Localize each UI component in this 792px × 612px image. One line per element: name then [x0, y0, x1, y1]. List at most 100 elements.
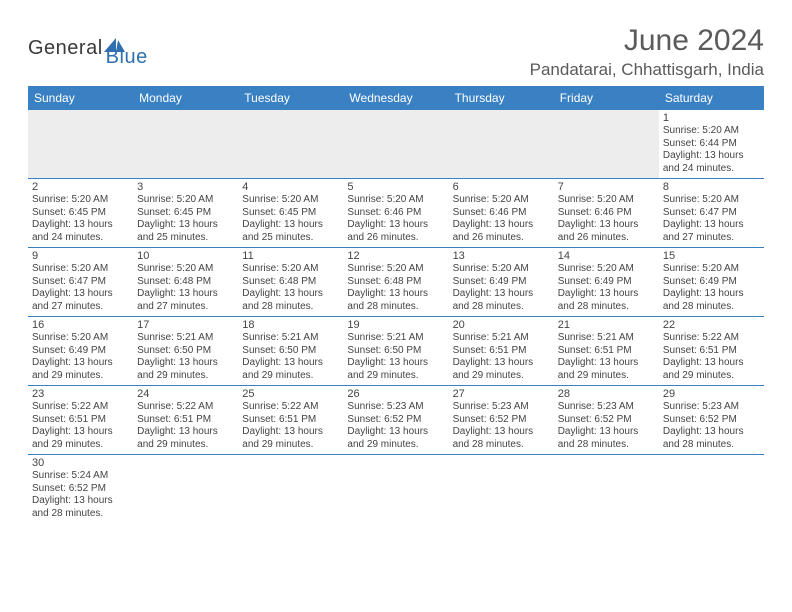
calendar: Sunday Monday Tuesday Wednesday Thursday…: [28, 86, 764, 523]
calendar-day: 18Sunrise: 5:21 AMSunset: 6:50 PMDayligh…: [238, 317, 343, 385]
daylight-text: and 27 minutes.: [137, 301, 234, 314]
sunset-text: Sunset: 6:51 PM: [32, 414, 129, 427]
calendar-day: 28Sunrise: 5:23 AMSunset: 6:52 PMDayligh…: [554, 386, 659, 454]
daylight-text: and 26 minutes.: [558, 232, 655, 245]
daylight-text: Daylight: 13 hours: [137, 426, 234, 439]
day-number: 14: [558, 250, 655, 262]
sunset-text: Sunset: 6:48 PM: [347, 276, 444, 289]
calendar-week: 16Sunrise: 5:20 AMSunset: 6:49 PMDayligh…: [28, 317, 764, 386]
daylight-text: Daylight: 13 hours: [32, 495, 129, 508]
calendar-day-empty: [238, 455, 343, 523]
sunrise-text: Sunrise: 5:20 AM: [663, 194, 760, 207]
calendar-day: 30Sunrise: 5:24 AMSunset: 6:52 PMDayligh…: [28, 455, 133, 523]
calendar-week: 23Sunrise: 5:22 AMSunset: 6:51 PMDayligh…: [28, 386, 764, 455]
daylight-text: and 25 minutes.: [242, 232, 339, 245]
day-number: 8: [663, 181, 760, 193]
day-number: 20: [453, 319, 550, 331]
sunrise-text: Sunrise: 5:21 AM: [137, 332, 234, 345]
sunset-text: Sunset: 6:52 PM: [32, 483, 129, 496]
calendar-day-empty: [28, 110, 133, 178]
sunset-text: Sunset: 6:52 PM: [347, 414, 444, 427]
calendar-day: 24Sunrise: 5:22 AMSunset: 6:51 PMDayligh…: [133, 386, 238, 454]
daylight-text: and 27 minutes.: [32, 301, 129, 314]
sunrise-text: Sunrise: 5:20 AM: [347, 263, 444, 276]
calendar-day-empty: [554, 110, 659, 178]
day-number: 9: [32, 250, 129, 262]
calendar-day: 25Sunrise: 5:22 AMSunset: 6:51 PMDayligh…: [238, 386, 343, 454]
calendar-week: 1Sunrise: 5:20 AMSunset: 6:44 PMDaylight…: [28, 110, 764, 179]
sunrise-text: Sunrise: 5:23 AM: [558, 401, 655, 414]
sunset-text: Sunset: 6:51 PM: [453, 345, 550, 358]
sunrise-text: Sunrise: 5:20 AM: [347, 194, 444, 207]
calendar-day: 7Sunrise: 5:20 AMSunset: 6:46 PMDaylight…: [554, 179, 659, 247]
sunset-text: Sunset: 6:51 PM: [242, 414, 339, 427]
daylight-text: Daylight: 13 hours: [558, 219, 655, 232]
calendar-day: 27Sunrise: 5:23 AMSunset: 6:52 PMDayligh…: [449, 386, 554, 454]
day-number: 21: [558, 319, 655, 331]
sunrise-text: Sunrise: 5:20 AM: [32, 263, 129, 276]
sunset-text: Sunset: 6:44 PM: [663, 138, 760, 151]
day-number: 25: [242, 388, 339, 400]
sunset-text: Sunset: 6:46 PM: [453, 207, 550, 220]
sunrise-text: Sunrise: 5:20 AM: [32, 194, 129, 207]
header: General Blue June 2024 Pandatarai, Chhat…: [28, 24, 764, 80]
calendar-day: 13Sunrise: 5:20 AMSunset: 6:49 PMDayligh…: [449, 248, 554, 316]
sunrise-text: Sunrise: 5:21 AM: [242, 332, 339, 345]
day-number: 26: [347, 388, 444, 400]
day-number: 27: [453, 388, 550, 400]
daylight-text: Daylight: 13 hours: [347, 357, 444, 370]
calendar-day-empty: [449, 455, 554, 523]
sunset-text: Sunset: 6:48 PM: [242, 276, 339, 289]
calendar-day: 29Sunrise: 5:23 AMSunset: 6:52 PMDayligh…: [659, 386, 764, 454]
day-number: 30: [32, 457, 129, 469]
calendar-day-empty: [133, 110, 238, 178]
daylight-text: and 28 minutes.: [558, 439, 655, 452]
day-header-row: Sunday Monday Tuesday Wednesday Thursday…: [28, 86, 764, 110]
daylight-text: Daylight: 13 hours: [663, 426, 760, 439]
sunrise-text: Sunrise: 5:20 AM: [453, 194, 550, 207]
daylight-text: Daylight: 13 hours: [32, 357, 129, 370]
sunset-text: Sunset: 6:51 PM: [663, 345, 760, 358]
daylight-text: and 28 minutes.: [347, 301, 444, 314]
daylight-text: Daylight: 13 hours: [32, 426, 129, 439]
calendar-day: 9Sunrise: 5:20 AMSunset: 6:47 PMDaylight…: [28, 248, 133, 316]
calendar-day: 21Sunrise: 5:21 AMSunset: 6:51 PMDayligh…: [554, 317, 659, 385]
sunrise-text: Sunrise: 5:20 AM: [558, 194, 655, 207]
calendar-day-empty: [133, 455, 238, 523]
sunset-text: Sunset: 6:52 PM: [663, 414, 760, 427]
daylight-text: Daylight: 13 hours: [453, 288, 550, 301]
sunset-text: Sunset: 6:49 PM: [663, 276, 760, 289]
day-number: 13: [453, 250, 550, 262]
calendar-day-empty: [659, 455, 764, 523]
daylight-text: and 29 minutes.: [242, 439, 339, 452]
calendar-day: 26Sunrise: 5:23 AMSunset: 6:52 PMDayligh…: [343, 386, 448, 454]
daylight-text: Daylight: 13 hours: [32, 219, 129, 232]
daylight-text: Daylight: 13 hours: [242, 357, 339, 370]
sunset-text: Sunset: 6:45 PM: [137, 207, 234, 220]
sunset-text: Sunset: 6:46 PM: [558, 207, 655, 220]
day-number: 3: [137, 181, 234, 193]
daylight-text: and 28 minutes.: [242, 301, 339, 314]
daylight-text: Daylight: 13 hours: [453, 357, 550, 370]
daylight-text: and 29 minutes.: [558, 370, 655, 383]
calendar-day: 8Sunrise: 5:20 AMSunset: 6:47 PMDaylight…: [659, 179, 764, 247]
calendar-day: 19Sunrise: 5:21 AMSunset: 6:50 PMDayligh…: [343, 317, 448, 385]
day-number: 7: [558, 181, 655, 193]
day-header: Monday: [133, 86, 238, 110]
sunrise-text: Sunrise: 5:21 AM: [558, 332, 655, 345]
brand-logo: General Blue: [28, 28, 148, 69]
daylight-text: and 28 minutes.: [663, 439, 760, 452]
daylight-text: and 26 minutes.: [347, 232, 444, 245]
day-number: 18: [242, 319, 339, 331]
sunset-text: Sunset: 6:46 PM: [347, 207, 444, 220]
daylight-text: and 28 minutes.: [558, 301, 655, 314]
sunrise-text: Sunrise: 5:20 AM: [242, 194, 339, 207]
daylight-text: and 29 minutes.: [32, 370, 129, 383]
day-number: 1: [663, 112, 760, 124]
calendar-day: 14Sunrise: 5:20 AMSunset: 6:49 PMDayligh…: [554, 248, 659, 316]
calendar-day: 1Sunrise: 5:20 AMSunset: 6:44 PMDaylight…: [659, 110, 764, 178]
sunset-text: Sunset: 6:52 PM: [558, 414, 655, 427]
day-number: 24: [137, 388, 234, 400]
day-number: 6: [453, 181, 550, 193]
daylight-text: and 27 minutes.: [663, 232, 760, 245]
